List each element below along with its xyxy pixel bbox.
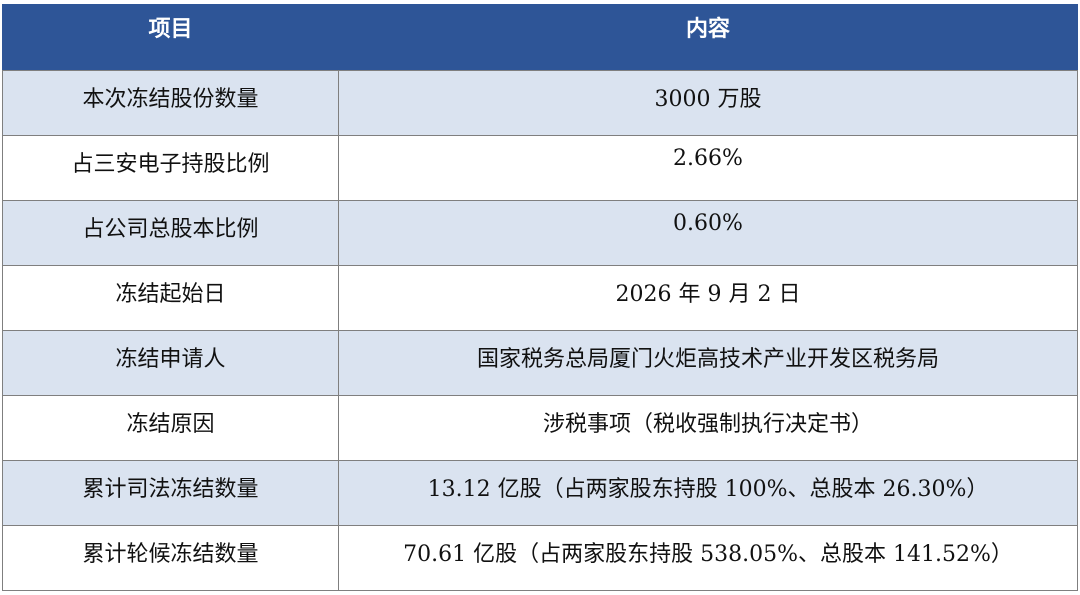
- item-cell: 冻结原因: [2, 395, 339, 461]
- content-cell: 3000 万股: [338, 70, 1078, 136]
- item-cell: 本次冻结股份数量: [2, 70, 339, 136]
- content-cell: 70.61 亿股（占两家股东持股 538.05%、总股本 141.52%）: [338, 525, 1078, 591]
- table-row: 冻结申请人 国家税务总局厦门火炬高技术产业开发区税务局: [2, 330, 1078, 396]
- content-cell: 2026 年 9 月 2 日: [338, 265, 1078, 331]
- item-cell: 占公司总股本比例: [2, 200, 339, 266]
- content-cell: 13.12 亿股（占两家股东持股 100%、总股本 26.30%）: [338, 460, 1078, 526]
- header-cell: 内容: [338, 4, 1078, 71]
- content-cell: 涉税事项（税收强制执行决定书）: [338, 395, 1078, 461]
- table-row: 累计轮候冻结数量 70.61 亿股（占两家股东持股 538.05%、总股本 141…: [2, 525, 1078, 591]
- item-cell: 冻结起始日: [2, 265, 339, 331]
- table-body: 本次冻结股份数量 3000 万股 占三安电子持股比例 2.66% 占公司总股本比例 0.6…: [2, 70, 1078, 591]
- content-cell: 0.60%: [338, 200, 1078, 266]
- info-table: 项目 内容 本次冻结股份数量 3000 万股 占三安电子持股比例 2.66% 占公司总股…: [2, 4, 1078, 591]
- table-row: 占三安电子持股比例 2.66%: [2, 135, 1078, 201]
- table-row: 冻结起始日 2026 年 9 月 2 日: [2, 265, 1078, 331]
- item-cell: 累计司法冻结数量: [2, 460, 339, 526]
- table-row: 冻结原因 涉税事项（税收强制执行决定书）: [2, 395, 1078, 461]
- table-row: 本次冻结股份数量 3000 万股: [2, 70, 1078, 136]
- content-cell: 国家税务总局厦门火炬高技术产业开发区税务局: [338, 330, 1078, 396]
- table-row: 累计司法冻结数量 13.12 亿股（占两家股东持股 100%、总股本 26.30%…: [2, 460, 1078, 526]
- item-cell: 冻结申请人: [2, 330, 339, 396]
- header-cell: 项目: [2, 4, 339, 71]
- item-cell: 累计轮候冻结数量: [2, 525, 339, 591]
- table-row: 占公司总股本比例 0.60%: [2, 200, 1078, 266]
- table-header: 项目 内容: [2, 4, 1078, 71]
- item-cell: 占三安电子持股比例: [2, 135, 339, 201]
- header-row: 项目 内容: [2, 4, 1078, 71]
- content-cell: 2.66%: [338, 135, 1078, 201]
